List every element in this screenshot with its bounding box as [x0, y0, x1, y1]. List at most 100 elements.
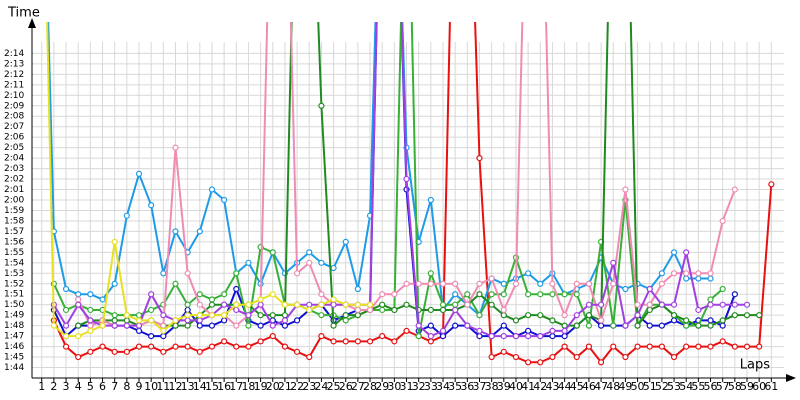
- point: [525, 333, 532, 340]
- point: [184, 306, 191, 314]
- point: [366, 306, 374, 314]
- point: [160, 270, 167, 277]
- point: [221, 312, 228, 319]
- point: [403, 327, 410, 334]
- x-tick-label: 41: [521, 380, 535, 393]
- point: [318, 291, 325, 298]
- point: [683, 270, 690, 277]
- point: [184, 270, 191, 277]
- x-tick-label: 60: [752, 380, 766, 393]
- point: [135, 327, 143, 334]
- point: [391, 306, 398, 314]
- point: [196, 322, 203, 329]
- y-tick-label: 2:01: [4, 185, 24, 195]
- point: [439, 327, 447, 334]
- y-tick-label: 2:14: [4, 49, 24, 59]
- y-axis-label: Time: [7, 6, 40, 21]
- point: [561, 343, 568, 350]
- point: [62, 285, 70, 293]
- point: [148, 343, 155, 350]
- y-tick-label: 2:10: [4, 91, 24, 101]
- point: [75, 333, 82, 340]
- y-tick-label: 1:58: [4, 216, 24, 226]
- point: [172, 322, 179, 329]
- x-tick-label: 43: [545, 380, 559, 393]
- point: [366, 301, 374, 308]
- point: [111, 317, 118, 324]
- point: [245, 259, 252, 266]
- point: [500, 280, 507, 287]
- point: [281, 301, 289, 308]
- point: [549, 280, 556, 287]
- x-tick-label: 40: [509, 380, 523, 393]
- point: [160, 312, 167, 319]
- point: [719, 217, 726, 225]
- x-tick-label: 16: [217, 380, 231, 393]
- y-tick-label: 2:11: [4, 80, 24, 90]
- point: [622, 322, 629, 329]
- point: [695, 275, 702, 282]
- point: [731, 312, 738, 319]
- point: [719, 322, 726, 329]
- point: [646, 343, 653, 350]
- point: [318, 301, 325, 308]
- x-tick-label: 20: [266, 380, 280, 393]
- x-tick-label: 14: [193, 380, 207, 393]
- point: [622, 186, 629, 193]
- x-tick-label: 17: [229, 380, 243, 393]
- point: [597, 359, 605, 366]
- point: [75, 291, 82, 298]
- point: [111, 238, 118, 245]
- point: [427, 280, 434, 287]
- y-tick-label: 1:47: [4, 332, 24, 342]
- point: [707, 296, 714, 303]
- point: [269, 333, 276, 340]
- point: [464, 322, 471, 329]
- point: [597, 322, 605, 329]
- point: [549, 317, 556, 324]
- point: [500, 348, 507, 355]
- y-tick-label: 2:06: [4, 133, 24, 143]
- point: [670, 301, 678, 308]
- point: [318, 312, 325, 319]
- point: [610, 343, 617, 350]
- point: [172, 228, 179, 235]
- point: [354, 301, 361, 308]
- x-tick-label: 10: [144, 380, 158, 393]
- point: [184, 301, 191, 308]
- x-tick-label: 50: [631, 380, 645, 393]
- x-tick-label: 8: [123, 380, 130, 393]
- point: [354, 312, 361, 319]
- point: [221, 196, 228, 204]
- point: [75, 322, 82, 329]
- point: [525, 327, 532, 334]
- point: [148, 333, 155, 340]
- point: [330, 322, 337, 329]
- point: [160, 348, 167, 355]
- point: [342, 317, 349, 324]
- point: [62, 343, 70, 350]
- series-line: [52, 22, 736, 338]
- point: [597, 301, 605, 308]
- point: [245, 322, 252, 329]
- point: [293, 301, 301, 308]
- point: [573, 312, 580, 319]
- point: [123, 348, 130, 355]
- x-tick-label: 22: [290, 380, 304, 393]
- point: [537, 333, 544, 340]
- x-tick-label: 28: [363, 380, 377, 393]
- x-tick-label: 49: [618, 380, 632, 393]
- point: [172, 144, 179, 151]
- point: [221, 338, 228, 345]
- point: [318, 333, 325, 340]
- point: [427, 338, 434, 345]
- point: [342, 238, 349, 245]
- point: [318, 259, 325, 266]
- point: [488, 301, 495, 308]
- point: [196, 317, 203, 324]
- point: [585, 343, 593, 350]
- x-tick-label: 36: [460, 380, 474, 393]
- point: [476, 333, 483, 340]
- point: [683, 322, 690, 329]
- x-tick-label: 30: [387, 380, 401, 393]
